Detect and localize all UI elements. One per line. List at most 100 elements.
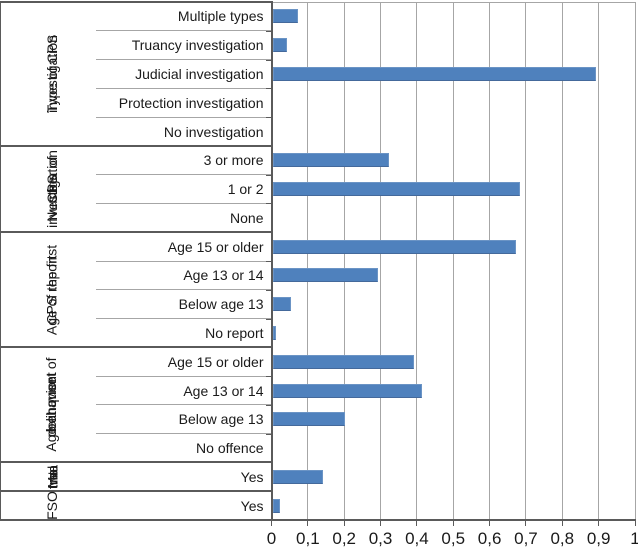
category-axis-tick (265, 347, 273, 349)
category-axis-tick (265, 30, 273, 32)
value-axis-tick (598, 521, 600, 526)
bar (272, 182, 520, 197)
category-label: No investigation (163, 123, 264, 140)
category-separator-line (96, 318, 272, 320)
value-axis-tick (452, 521, 454, 526)
bar (272, 297, 291, 312)
x-tick-label: 0,6 (477, 529, 502, 548)
category-label: 3 or more (203, 152, 264, 169)
category-separator-line (96, 375, 272, 377)
category-label: Below age 13 (178, 411, 264, 428)
category-label: Yes (240, 468, 264, 485)
group-label: Age of the first CPS report (37, 232, 67, 347)
x-tick-label: 0,2 (332, 529, 356, 548)
category-label: Below age 13 (178, 296, 264, 313)
plot-gridline (343, 2, 345, 520)
plot-gridline (489, 2, 491, 520)
category-separator-line (96, 289, 272, 291)
plot-gridline (525, 2, 527, 520)
bar (272, 66, 596, 81)
value-axis-tick (380, 521, 382, 526)
bar (272, 153, 389, 168)
category-axis-tick (265, 203, 273, 205)
category-axis-line (270, 2, 273, 520)
bar (272, 268, 378, 283)
group-label: FSO (43, 491, 60, 521)
category-label: Age 15 or older (167, 353, 264, 370)
category-label: No offence (196, 440, 264, 457)
value-axis-tick (271, 521, 272, 526)
bar (272, 412, 346, 427)
x-tick-label: 1 (630, 529, 638, 548)
plot-gridline (598, 2, 600, 520)
category-label: Protection investigation (118, 94, 264, 111)
group-separator-line (0, 461, 273, 464)
category-axis-tick (265, 318, 273, 320)
bar (272, 239, 517, 254)
group-label: Type of CPS investigation (37, 2, 67, 146)
x-tick-label: 0,9 (586, 529, 611, 548)
plot-gridline (634, 2, 636, 520)
category-axis-tick (265, 59, 273, 61)
category-axis-tick (265, 491, 273, 493)
group-separator-line (0, 490, 273, 493)
plot-gridline (307, 2, 309, 520)
category-label: None (230, 209, 264, 226)
plot-gridline (561, 2, 563, 520)
category-label: Age 13 or 14 (183, 267, 264, 284)
x-tick-label: 0,5 (441, 529, 466, 548)
group-label: Age at onset of delinquent behavior (30, 347, 75, 462)
category-separator-line (96, 87, 272, 89)
plot-gridline (452, 2, 454, 520)
group-separator-line (0, 231, 273, 234)
x-tick-label: 0,1 (296, 529, 320, 548)
value-axis-tick (489, 521, 491, 526)
x-tick-label: 0,7 (514, 529, 538, 548)
group-label-line: behavior (43, 378, 60, 432)
bar (272, 38, 288, 53)
group-separator-line (0, 144, 273, 147)
bar (272, 354, 415, 369)
plot-top-border (271, 2, 635, 3)
value-axis-tick (634, 521, 636, 526)
plot-gridline (416, 2, 418, 520)
category-axis-tick (265, 376, 273, 378)
category-axis-tick (265, 261, 273, 262)
category-label: Yes (240, 497, 264, 514)
value-axis-line (0, 519, 636, 521)
category-axis-tick (265, 117, 273, 119)
category-label: Age 13 or 14 (183, 382, 264, 399)
group-label-line: CPS report (43, 255, 60, 325)
group-separator-line (0, 346, 273, 349)
category-axis-tick (265, 174, 273, 176)
category-label: Truancy investigation (131, 37, 264, 54)
group-label-line: s (43, 185, 60, 193)
group-label-line: FSO (43, 491, 60, 521)
value-axis-tick (343, 521, 345, 526)
category-axis-tick (265, 232, 273, 234)
group-label: Number of CPS investigation s (22, 146, 82, 232)
group-label-line: investigation (43, 35, 60, 113)
category-axis-tick (265, 433, 273, 435)
category-separator-line (96, 116, 272, 118)
x-tick-label: 0 (266, 529, 277, 548)
category-label: Judicial investigation (135, 65, 264, 82)
category-label: Age 15 or older (167, 238, 264, 255)
value-axis-tick (525, 521, 527, 526)
bar (272, 383, 422, 398)
chart-left-border (0, 2, 1, 520)
category-separator-line (96, 404, 272, 406)
category-separator-line (96, 174, 272, 176)
bar (272, 9, 298, 24)
bar (272, 498, 280, 513)
x-tick-label: 0,8 (550, 529, 575, 548)
category-axis-tick (265, 88, 273, 90)
group-label-line: nt (43, 470, 60, 483)
bar (272, 469, 324, 484)
value-axis-tick (307, 521, 309, 526)
category-axis-tick (265, 462, 273, 464)
x-tick-label: 0,4 (405, 529, 429, 548)
category-separator-line (96, 433, 272, 435)
bar (272, 325, 277, 340)
